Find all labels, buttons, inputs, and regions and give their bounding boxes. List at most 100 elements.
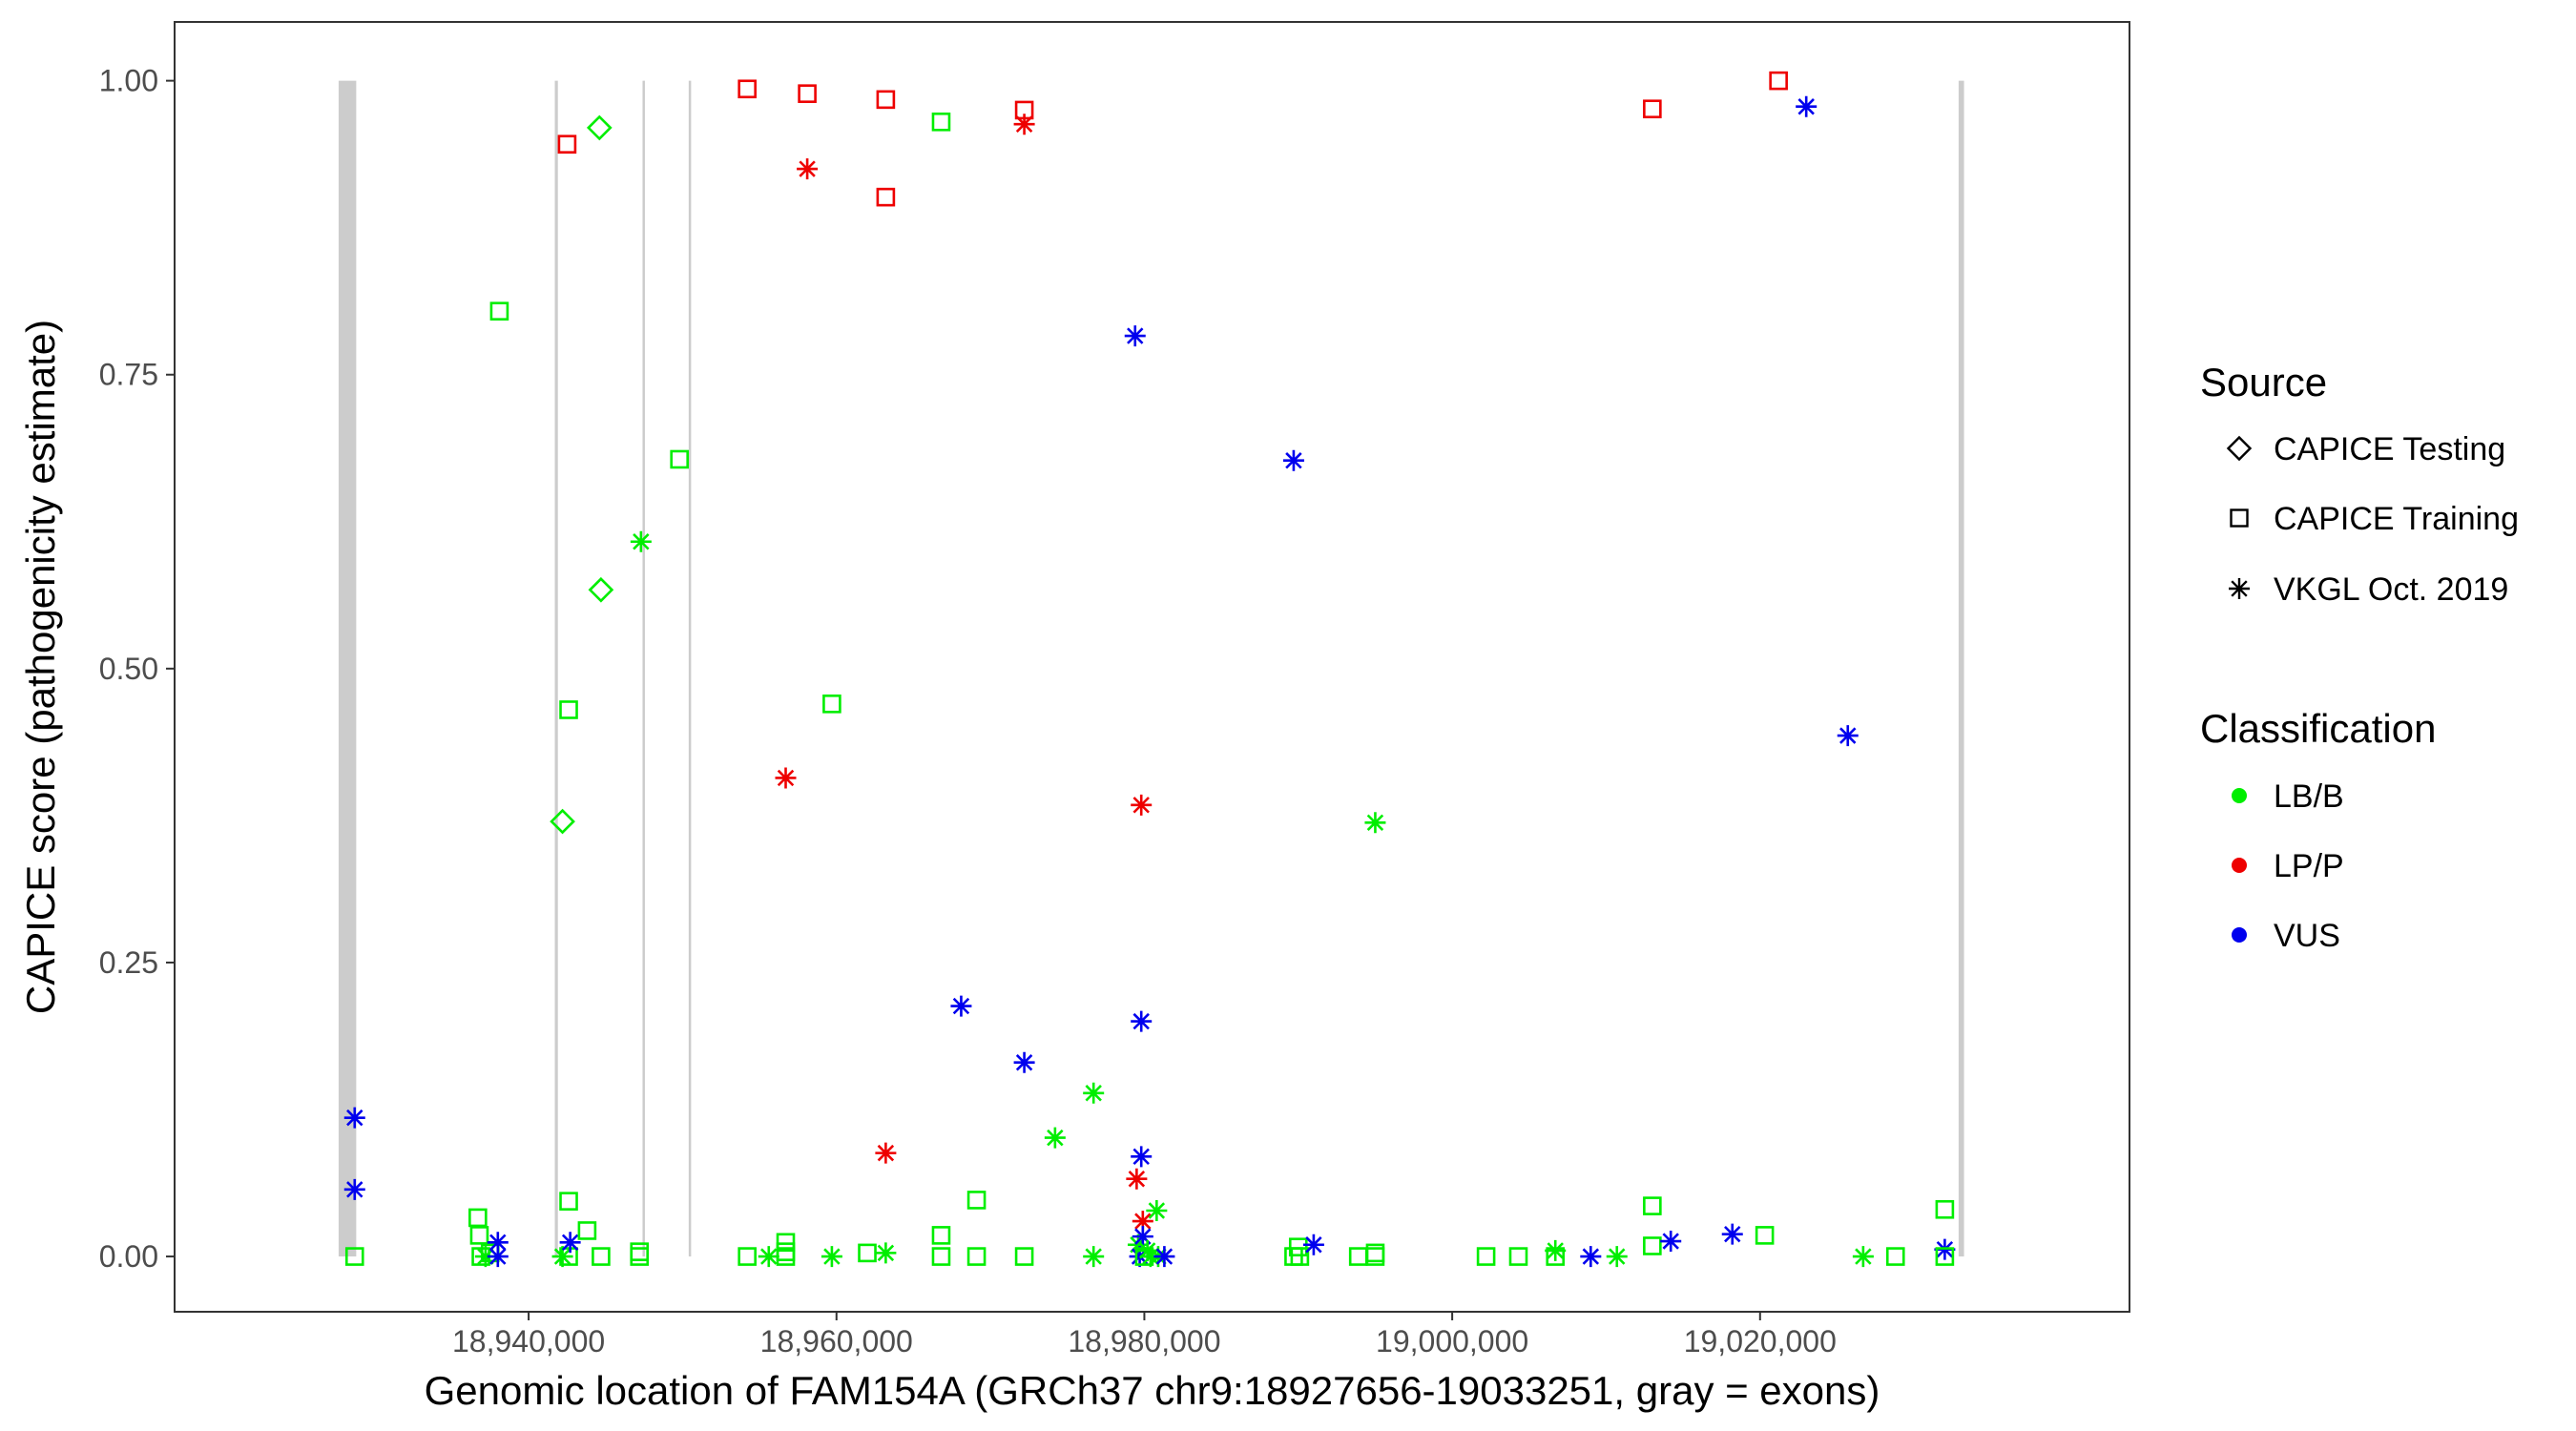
y-tick-label: 0.00 [99,1239,158,1274]
data-point-57 [1126,1168,1148,1190]
data-point-94 [1837,725,1859,747]
data-point-22 [592,1247,611,1266]
exon-band-5 [1958,80,1964,1257]
data-point-47 [966,1191,987,1210]
data-point-14 [557,135,577,154]
data-point-53 [1044,1127,1066,1149]
data-point-16 [559,1192,578,1211]
data-point-51 [1013,1051,1035,1073]
data-point-3 [344,1247,364,1266]
legend-key-lp-p [2232,858,2247,873]
y-tick-label: 0.25 [99,945,158,980]
data-point-54 [1083,1082,1105,1104]
data-point-79 [1365,1247,1385,1266]
data-point-25 [630,530,652,552]
y-axis-title: CAPICE score (pathogenicity estimate) [18,320,63,1014]
data-point-1 [343,1107,365,1129]
legend-key-lb-b [2232,788,2247,803]
data-point-13 [550,808,575,835]
data-point-68 [1146,1200,1168,1222]
data-point-91 [1755,1226,1775,1245]
data-point-2 [343,1178,365,1200]
data-point-10 [487,1246,509,1268]
data-point-71 [1282,449,1304,471]
plot-border [174,21,2130,1313]
legend-classification-title: Classification [2200,706,2436,751]
data-point-50 [1013,114,1035,135]
data-point-63 [1132,1211,1153,1233]
legend-key-training [2230,508,2249,528]
legend-source-label: VKGL Oct. 2019 [2274,571,2508,608]
data-point-19 [577,1221,597,1240]
data-point-89 [1660,1231,1682,1253]
exon-band-1 [338,80,357,1257]
plot-area [175,22,2129,1312]
data-point-9 [487,1232,509,1254]
y-tick-label: 0.75 [99,358,158,392]
data-point-83 [1546,1247,1566,1266]
data-point-39 [875,1142,897,1164]
axis-layer: 18,940,000 18,960,000 18,980,000 19,000,000… [99,21,2130,1358]
exon-band-2 [554,80,558,1257]
exon-band-3 [642,80,645,1257]
legend-classification: Classification LB/B LP/P VUS [2200,706,2436,954]
legend-classification-label: LB/B [2274,778,2344,815]
data-point-77 [1364,812,1386,834]
data-point-66 [1136,1239,1158,1261]
data-point-70 [1153,1246,1175,1268]
x-axis-title: Genomic location of FAM154A (GRCh37 chr9… [425,1368,1880,1413]
data-point-37 [821,1246,842,1268]
data-point-40 [876,90,896,110]
x-tick-label: 19,020,000 [1684,1324,1837,1358]
data-point-31 [776,1233,796,1253]
data-point-56 [1124,325,1146,347]
data-point-34 [797,158,819,180]
data-point-96 [1885,1247,1905,1266]
data-point-18 [559,1232,581,1254]
data-point-95 [1852,1246,1874,1268]
data-point-82 [1545,1239,1567,1261]
data-point-92 [1769,71,1788,91]
exon-band-layer [338,80,1964,1257]
data-point-81 [1508,1247,1528,1266]
legend-key-vus [2232,927,2247,943]
data-point-30 [775,767,797,789]
data-point-12 [551,1246,573,1268]
data-point-21 [588,576,614,603]
data-point-73 [1288,1237,1308,1257]
data-point-93 [1796,95,1818,117]
data-point-24 [630,1247,650,1266]
plot-background [175,22,2129,1312]
data-point-86 [1643,99,1662,119]
x-tick-label: 19,000,000 [1376,1324,1528,1358]
data-point-33 [776,1247,796,1266]
data-point-64 [1132,1226,1153,1248]
legend-key-testing [2226,435,2253,462]
exon-band-4 [688,80,692,1257]
data-point-97 [1935,1199,1955,1219]
data-point-4 [468,1208,488,1228]
data-point-74 [1290,1247,1310,1266]
data-point-87 [1643,1196,1662,1215]
data-point-59 [1129,1246,1151,1268]
legend-source: Source CAPICE Testing CAPICE Training VKGL… [2200,360,2519,608]
data-point-26 [670,449,689,469]
data-point-layer [343,71,1956,1268]
data-point-42 [875,1242,897,1264]
data-point-35 [798,84,817,103]
y-tick-label: 1.00 [99,64,158,98]
data-point-88 [1643,1236,1662,1255]
legend-source-title: Source [2200,360,2327,404]
data-point-99 [1935,1247,1955,1266]
data-point-36 [822,695,841,714]
data-point-41 [876,187,896,207]
data-point-48 [966,1247,987,1266]
data-point-58 [1127,1234,1149,1255]
data-point-7 [474,1246,496,1268]
x-tick-label: 18,960,000 [760,1324,913,1358]
data-point-29 [758,1246,779,1268]
data-point-85 [1606,1246,1628,1268]
legend-source-label: CAPICE Training [2274,501,2519,537]
data-point-52 [1014,1247,1034,1266]
